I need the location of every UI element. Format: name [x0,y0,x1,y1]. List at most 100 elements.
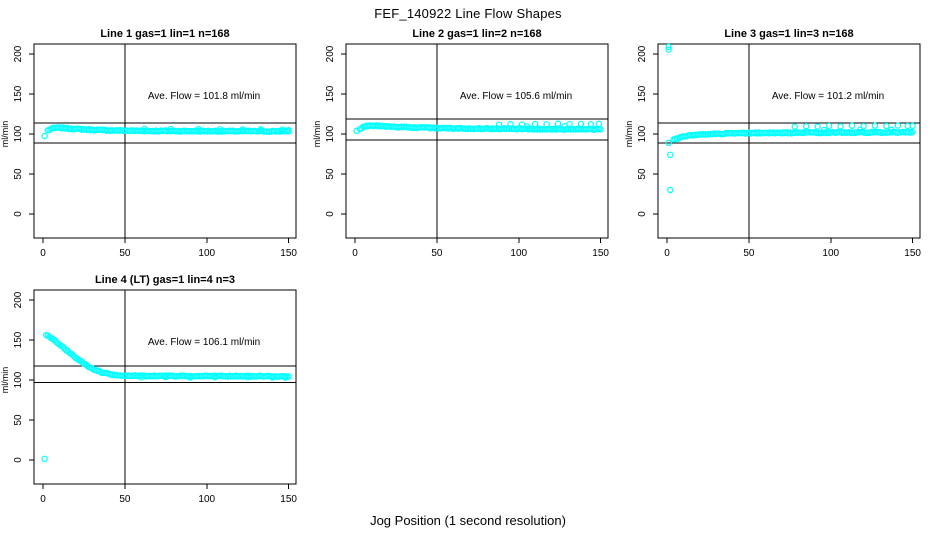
subplot-title: Line 2 gas=1 lin=2 n=168 [412,28,541,40]
data-point [848,122,856,129]
data-point [597,126,604,133]
data-point [507,121,514,128]
x-tick-label: 150 [904,248,921,259]
x-tick-label: 0 [40,248,46,259]
data-point [531,120,539,128]
subplot-title: Line 3 gas=1 lin=3 n=168 [724,28,853,40]
data-point [837,123,844,130]
ave-flow-annotation: Ave. Flow = 106.1 ml/min [148,337,260,348]
x-tick-label: 100 [198,248,215,259]
ave-flow-annotation: Ave. Flow = 105.6 ml/min [460,91,572,102]
y-tick-label: 50 [13,414,24,426]
subplot-title: Line 1 gas=1 lin=1 n=168 [100,28,229,40]
y-tick-label: 200 [13,45,24,62]
y-tick-label: 50 [325,168,336,180]
x-tick-label: 0 [664,248,670,259]
y-tick-label: 100 [13,371,24,388]
data-point [577,120,585,128]
y-tick-label: 150 [13,85,24,102]
plot-box [345,43,609,239]
x-tick-label: 150 [280,248,297,259]
data-point [269,374,276,381]
outlier-point [41,132,48,140]
ave-flow-annotation: Ave. Flow = 101.8 ml/min [148,91,260,102]
y-tick-label: 0 [13,211,24,217]
data-point [211,373,219,381]
data-point [187,374,194,381]
data-point [84,362,91,369]
x-tick-label: 50 [431,248,443,259]
subplot-2: Line 2 gas=1 lin=2 n=168 0 50 100 150 0 50 100 1… [312,28,609,259]
subplot-1: Line 1 gas=1 lin=1 n=168 0 50 100 150 0 50 100 1… [0,28,297,259]
data-point [138,374,145,381]
data-point [358,125,365,132]
data-point [909,122,916,130]
outlier-point [665,139,672,147]
data-point [88,364,96,372]
data-point [857,126,864,133]
subplot-4: Line 4 (LT) gas=1 lin=4 n=3 0 50 100 150 0 50 1… [0,274,297,505]
y-tick-label: 200 [325,45,336,62]
outlier-point [353,127,360,135]
data-point [285,126,292,134]
x-tick-label: 150 [592,248,609,259]
data-point [216,126,224,133]
data-point [69,351,76,358]
y-tick-label: 50 [637,168,648,180]
data-point [239,126,246,133]
y-tick-label: 150 [325,85,336,102]
data-point [675,135,682,142]
outlier-point [665,43,672,50]
data-point [162,373,170,381]
y-tick-label: 150 [13,331,24,348]
data-point [257,126,264,133]
y-tick-label: 0 [637,211,648,217]
data-point [595,120,603,128]
data-point [871,122,879,129]
y-tick-label: 100 [325,125,336,142]
outlier-point [667,186,674,194]
x-tick-label: 100 [822,248,839,259]
y-tick-label: 100 [637,125,648,142]
data-point [74,355,81,363]
data-point [883,122,890,130]
data-point [802,122,810,130]
data-point [195,125,202,133]
data-point [59,343,66,350]
data-point [894,122,902,129]
data-point [77,357,84,364]
x-tick-label: 100 [510,248,527,259]
data-point [278,126,286,133]
plot-box [33,43,297,239]
data-point [543,121,550,128]
scatter-series [41,331,292,462]
subplot-title: Line 4 (LT) gas=1 lin=4 n=3 [95,274,235,286]
data-point [167,125,174,133]
x-tick-label: 50 [743,248,755,259]
x-tick-label: 0 [40,494,46,505]
data-point [860,123,867,130]
y-tick-label: 0 [13,457,24,463]
x-tick-label: 50 [119,248,131,259]
scatter-series [41,124,292,140]
data-point [561,122,568,130]
scatter-series [665,43,916,194]
data-point [285,373,292,380]
y-tick-label: 150 [637,85,648,102]
y-axis-title: ml/min [0,367,10,394]
x-tick-label: 100 [198,494,215,505]
x-tick-label: 50 [119,494,131,505]
y-axis-title: ml/min [624,121,634,148]
y-axis-title: ml/min [0,121,10,148]
data-point [791,123,798,130]
y-tick-label: 50 [13,168,24,180]
data-point [282,374,289,381]
x-axis-title: Jog Position (1 second resolution) [370,513,566,528]
x-tick-label: 0 [352,248,358,259]
data-point [523,123,531,130]
outlier-point [41,455,48,462]
x-tick-label: 150 [280,494,297,505]
ave-flow-annotation: Ave. Flow = 101.2 ml/min [772,91,884,102]
page-title: FEF_140922 Line Flow Shapes [374,6,562,21]
